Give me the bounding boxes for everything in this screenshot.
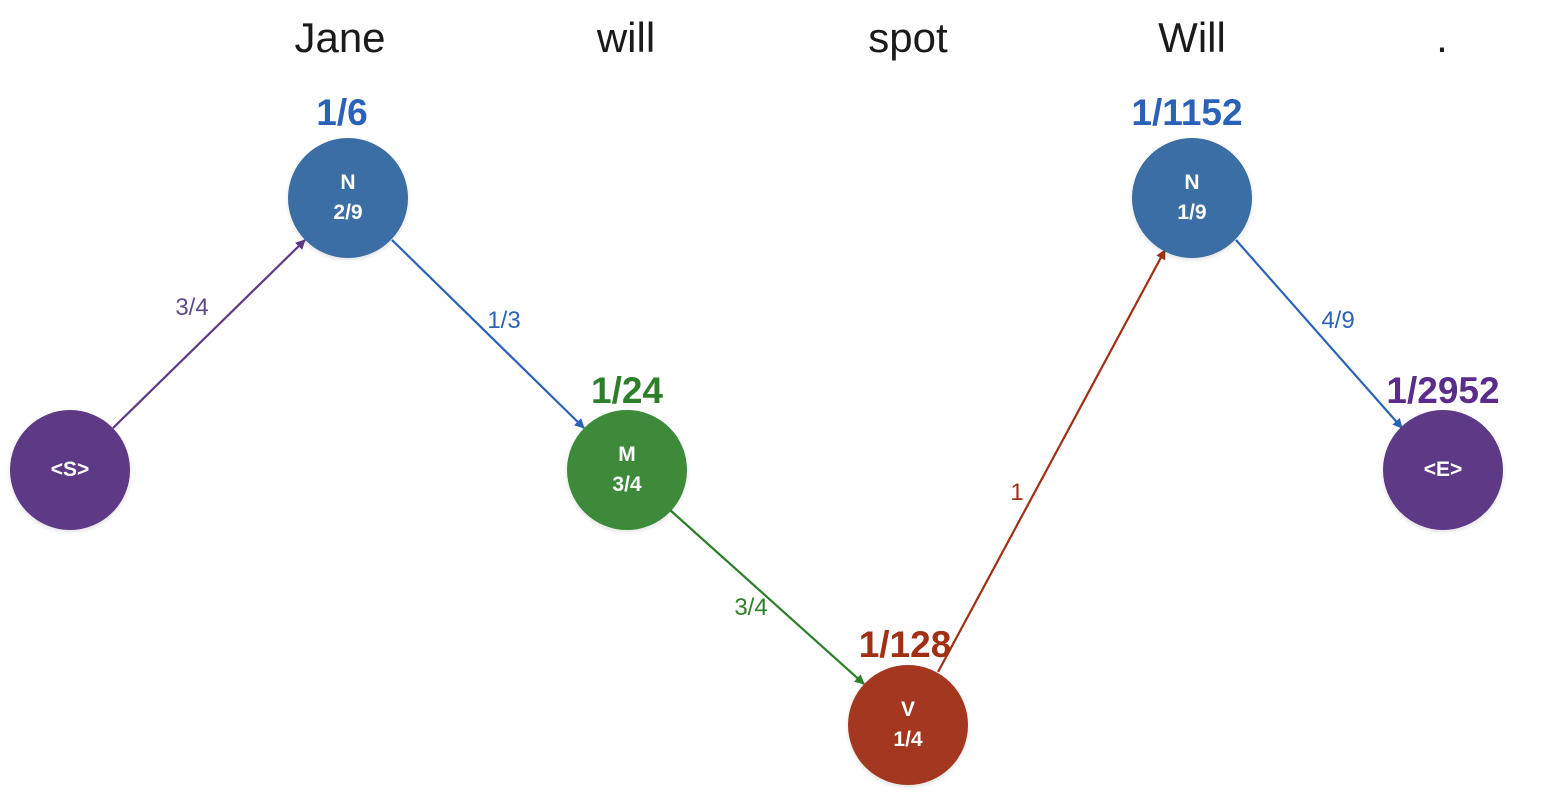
node-v-spot-prob: 1/4 xyxy=(893,728,923,751)
node-end-tag: <E> xyxy=(1423,458,1463,481)
edge-m-to-v xyxy=(669,509,865,685)
word-period: . xyxy=(1436,14,1448,61)
node-n-jane-prob: 2/9 xyxy=(333,201,363,224)
node-n-will-tag: N xyxy=(1184,171,1200,194)
node-start-tag: <S> xyxy=(50,458,90,481)
word-jane: Jane xyxy=(294,14,386,61)
edge-n2-to-e xyxy=(1235,239,1403,429)
edge-label-v-n2: 1 xyxy=(1010,479,1024,506)
score-n1: 1/6 xyxy=(316,92,368,133)
edge-label-n2-e: 4/9 xyxy=(1321,307,1355,334)
edge-n1-to-m xyxy=(391,239,585,429)
node-end: <E> xyxy=(1383,410,1503,530)
edge-label-n1-m: 1/3 xyxy=(487,307,521,334)
node-n-jane-tag: N xyxy=(340,171,356,194)
word-spot: spot xyxy=(868,14,948,61)
node-n-will: N 1/9 xyxy=(1132,138,1252,258)
score-end: 1/2952 xyxy=(1386,370,1500,411)
score-n2: 1/1152 xyxy=(1131,92,1243,133)
score-v: 1/128 xyxy=(858,624,952,665)
word-will: will xyxy=(596,14,656,61)
node-m-will: M 3/4 xyxy=(567,410,687,530)
node-m-will-prob: 3/4 xyxy=(612,473,642,496)
node-m-will-tag: M xyxy=(618,443,636,466)
edge-label-m-v: 3/4 xyxy=(734,594,768,621)
node-n-jane: N 2/9 xyxy=(288,138,408,258)
word-will-capital: Will xyxy=(1158,14,1226,61)
node-v-spot: V 1/4 xyxy=(848,665,968,785)
node-n-will-prob: 1/9 xyxy=(1177,201,1207,224)
edge-v-to-n2 xyxy=(937,249,1166,673)
edge-s-to-n1 xyxy=(112,239,306,429)
score-m: 1/24 xyxy=(590,370,664,411)
edge-label-s-n1: 3/4 xyxy=(175,294,209,321)
node-start: <S> xyxy=(10,410,130,530)
node-v-spot-tag: V xyxy=(900,698,915,721)
